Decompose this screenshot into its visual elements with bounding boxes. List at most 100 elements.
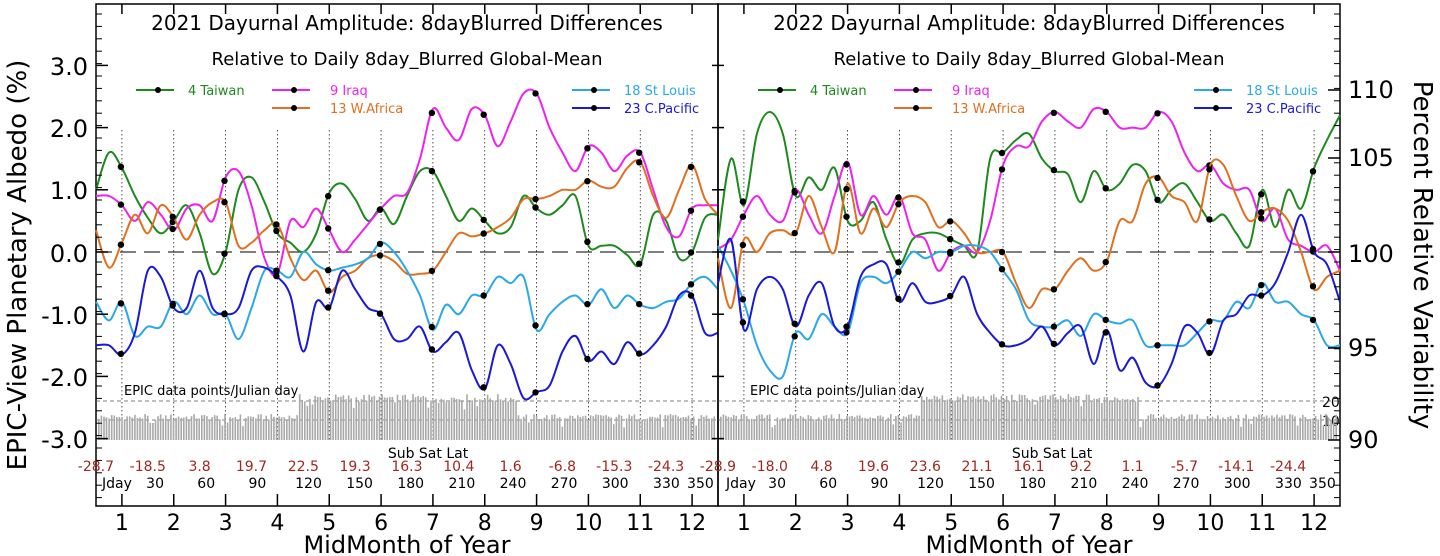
epic-count-bar [1026,398,1028,440]
epic-count-bar [1116,398,1119,440]
epic-count-bar [740,414,743,440]
series-marker [739,319,747,326]
epic-count-bar [985,399,987,440]
epic-count-bar [600,415,602,440]
epic-count-bar [890,414,892,440]
series-marker [1309,245,1317,253]
epic-count-bar [618,414,620,440]
series-marker [325,287,332,294]
epic-count-bar [1034,404,1036,440]
legend-label: 13 W.Africa [952,102,1025,117]
epic-count-bar [1052,394,1054,440]
epic-count-bar [882,416,884,440]
epic-count-bar [564,418,566,440]
epic-count-bar [993,394,995,440]
epic-count-bar [1126,399,1129,440]
epic-count-bar [396,394,399,440]
epic-count-bar [980,398,982,440]
series-marker [1102,185,1109,192]
epic-count-bar [195,418,198,440]
epic-count-bar [1003,399,1005,440]
legend-label: 18 St Louis [624,84,696,99]
legend-label: 9 Iraq [952,84,990,99]
epic-count-bar [1096,398,1098,440]
epic-count-bar [206,416,208,440]
epic-count-bar [972,396,974,440]
epic-count-bar [183,417,185,440]
jday-label: 30 [146,476,164,492]
epic-count-bar [1309,419,1312,440]
y-right-tick-label: 105 [1348,144,1394,172]
jday-label: 150 [346,476,373,492]
epic-count-bar [1173,418,1175,440]
epic-count-bar [577,415,579,440]
epic-count-bar [722,414,725,440]
series-stlouis [717,243,1341,380]
series-cpacific [95,265,719,401]
epic-count-bar [373,395,376,440]
epic-count-bar [1114,397,1116,440]
epic-count-bar [203,414,206,440]
epic-count-bar [920,396,923,440]
jday-label: 210 [1071,476,1098,492]
epic-count-bar [750,418,753,440]
epic-count-bar [690,418,692,440]
series-marker [1309,168,1317,175]
epic-count-bar [288,415,291,440]
epic-count-bar [661,427,664,440]
epic-count-bar [680,417,682,440]
epic-count-bar [226,422,229,440]
series-marker [687,281,695,288]
epic-count-bar [180,417,182,440]
epic-count-bar [1137,396,1139,440]
epic-count-bar [938,398,941,440]
epic-count-bar [779,419,781,440]
series-marker [1102,258,1109,266]
series-marker [376,310,384,317]
epic-count-bar [1005,395,1008,440]
epic-count-bar [866,418,869,440]
series-marker [947,292,954,300]
epic-count-bar [363,395,365,440]
epic-count-bar [638,419,641,440]
epic-count-bar [641,419,643,440]
epic-count-bar [685,417,687,440]
series-marker [532,204,539,211]
epic-count-bar [280,417,283,440]
epic-count-bar [474,397,476,440]
subsat-label: Sub Sat Lat [1012,446,1093,462]
epic-count-bar [237,419,239,440]
jday-label: 60 [819,476,837,492]
epic-count-bar [687,415,690,440]
epic-count-bar [293,418,296,440]
epic-count-bar [450,397,453,440]
epic-count-bar [108,418,110,440]
y-left-tick-label: 1.0 [50,177,88,205]
y-right-tick-label: 95 [1348,334,1379,362]
subsat-lat-value: -28.9 [700,459,736,475]
epic-count-bar [1253,416,1255,440]
epic-count-bar [1106,397,1108,440]
jday-label: 240 [1122,476,1149,492]
epic-count-bar [159,414,162,440]
epic-count-bar [708,418,710,440]
epic-count-bar [268,419,270,440]
epic-count-bar [1168,418,1170,440]
series-marker [221,310,228,317]
epic-count-bar [520,418,522,440]
epic-count-bar [350,398,352,440]
epic-count-bar [188,419,190,440]
series-marker [947,218,954,225]
epic-count-bar [1152,414,1155,440]
series-marker [480,292,487,299]
series-marker [584,145,591,152]
epic-count-bar [802,417,804,440]
epic-count-bar [720,416,722,440]
epic-count-bar [833,418,835,440]
series-marker [117,241,125,248]
series-wafrica [95,159,719,294]
epic-count-bar [1327,417,1330,440]
epic-count-bar [463,409,466,440]
epic-count-bar [692,416,695,440]
epic-count-bar [298,394,301,440]
